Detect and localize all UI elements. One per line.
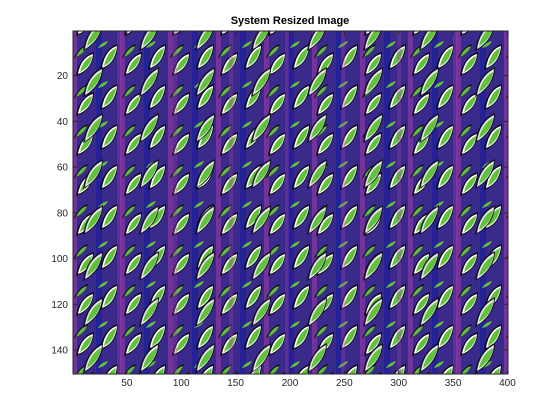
y-tick-label: 140 [51,345,68,356]
x-tick-label: 50 [121,378,133,389]
image-pixels-overlay [73,31,508,374]
axes-box [72,30,509,375]
y-tick-label: 20 [57,71,69,82]
y-tick-label: 80 [57,208,69,219]
y-tick-label: 100 [51,254,68,265]
plot-title: System Resized Image [231,15,350,27]
image-display [73,31,508,374]
x-tick-label: 200 [282,378,299,389]
x-tick-label: 300 [390,378,407,389]
x-tick-label: 400 [499,378,516,389]
y-tick-label: 120 [51,300,68,311]
x-tick-label: 250 [336,378,353,389]
x-tick-label: 100 [173,378,190,389]
y-axis: 20 40 60 80 100 120 140 [51,71,508,356]
y-tick-label: 40 [57,117,69,128]
x-tick-label: 150 [227,378,244,389]
x-axis: 50 100 150 200 250 300 350 400 [121,31,516,389]
y-tick-label: 60 [57,163,69,174]
x-tick-label: 350 [445,378,462,389]
